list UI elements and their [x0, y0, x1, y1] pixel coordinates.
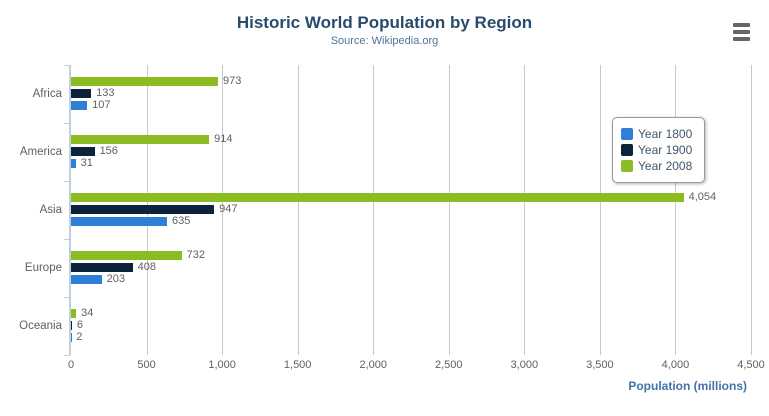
bar-year-1800-asia[interactable] — [71, 216, 167, 226]
bar-value-label: 973 — [223, 74, 242, 87]
bar-value-label: 133 — [96, 86, 115, 99]
axis-tick — [64, 297, 70, 298]
gridline — [524, 65, 526, 355]
x-axis-tick-label: 2,000 — [359, 359, 387, 371]
x-axis-tick-label: 1,000 — [208, 359, 236, 371]
x-axis-tick-label: 1,500 — [283, 359, 312, 371]
bar-value-label: 408 — [137, 260, 156, 273]
bar-year-2008-asia[interactable] — [71, 192, 684, 202]
bar-value-label: 107 — [92, 98, 111, 111]
bar-year-2008-america[interactable] — [71, 134, 210, 144]
hamburger-icon — [733, 30, 750, 34]
x-axis-tick-label: 0 — [67, 359, 75, 371]
bar-year-1900-america[interactable] — [71, 146, 95, 156]
category-axis-line — [69, 65, 71, 355]
bar-value-label: 31 — [80, 156, 93, 169]
gridline — [222, 65, 224, 355]
bar-year-1900-africa[interactable] — [71, 88, 92, 98]
bar-year-1800-africa[interactable] — [71, 100, 88, 110]
gridline — [751, 65, 752, 355]
legend-swatch-icon — [621, 160, 633, 172]
bar-value-label: 34 — [81, 306, 94, 319]
x-axis-tick-label: 3,500 — [586, 359, 614, 371]
bar-value-label: 203 — [106, 272, 126, 285]
bar-year-1800-europe[interactable] — [71, 274, 102, 284]
gridline — [448, 65, 450, 355]
chart-title: Historic World Population by Region — [236, 13, 533, 32]
category-label-oceania: Oceania — [19, 320, 62, 332]
export-menu-button[interactable] — [731, 21, 753, 41]
axis-tick — [64, 181, 70, 182]
legend-swatch-icon — [621, 128, 633, 140]
gridline — [373, 65, 375, 355]
bar-value-label: 947 — [219, 202, 238, 215]
legend-item-label: Year 2008 — [638, 159, 693, 173]
legend-item-label: Year 1900 — [638, 143, 693, 157]
bar-value-label: 914 — [214, 132, 233, 145]
bar-value-label: 6 — [76, 318, 84, 331]
axis-tick — [64, 65, 70, 66]
legend-swatch-icon — [621, 144, 633, 156]
axis-tick — [64, 355, 70, 356]
bar-year-1900-oceania[interactable] — [71, 320, 72, 330]
plot-area: 973 133 107 Africa 914 156 31 America 4,054 947 63… — [19, 65, 765, 371]
legend-item-year-2008[interactable]: Year 2008 — [621, 159, 692, 173]
gridline — [675, 65, 677, 355]
bar-year-2008-oceania[interactable] — [71, 308, 77, 318]
gridline — [297, 65, 299, 355]
category-label-europe: Europe — [24, 262, 62, 274]
bar-year-2008-europe[interactable] — [71, 250, 182, 260]
bar-value-label: 2 — [76, 330, 83, 343]
axis-tick — [64, 123, 70, 124]
legend-item-year-1900[interactable]: Year 1900 — [621, 143, 692, 157]
bar-value-label: 4,054 — [688, 190, 717, 203]
gridline — [599, 65, 601, 355]
bar-year-1900-asia[interactable] — [71, 204, 215, 214]
axis-tick — [64, 239, 70, 240]
bar-year-2008-africa[interactable] — [71, 76, 218, 86]
x-axis-title: Population (millions) — [628, 379, 747, 393]
x-axis-tick-label: 3,000 — [510, 359, 539, 371]
bar-year-1900-europe[interactable] — [71, 262, 133, 272]
bar-year-1800-america[interactable] — [71, 158, 76, 168]
x-axis-tick-label: 500 — [137, 359, 156, 371]
hamburger-icon — [733, 23, 750, 27]
x-axis-tick-label: 2,500 — [435, 359, 463, 371]
category-label-america: America — [19, 146, 62, 158]
bar-value-label: 156 — [99, 144, 118, 157]
bar-value-label: 635 — [171, 214, 191, 227]
x-axis-tick-label: 4,500 — [737, 359, 765, 371]
category-label-africa: Africa — [32, 88, 62, 100]
chart-subtitle: Source: Wikipedia.org — [330, 35, 439, 47]
legend-item-year-1800[interactable]: Year 1800 — [621, 127, 692, 141]
hamburger-icon — [733, 37, 750, 41]
x-axis-tick-label: 4,000 — [661, 359, 690, 371]
category-label-asia: Asia — [39, 204, 62, 216]
legend-item-label: Year 1800 — [638, 127, 693, 141]
legend: Year 1800 Year 1900 Year 2008 — [612, 117, 706, 183]
bar-value-label: 732 — [186, 248, 205, 261]
